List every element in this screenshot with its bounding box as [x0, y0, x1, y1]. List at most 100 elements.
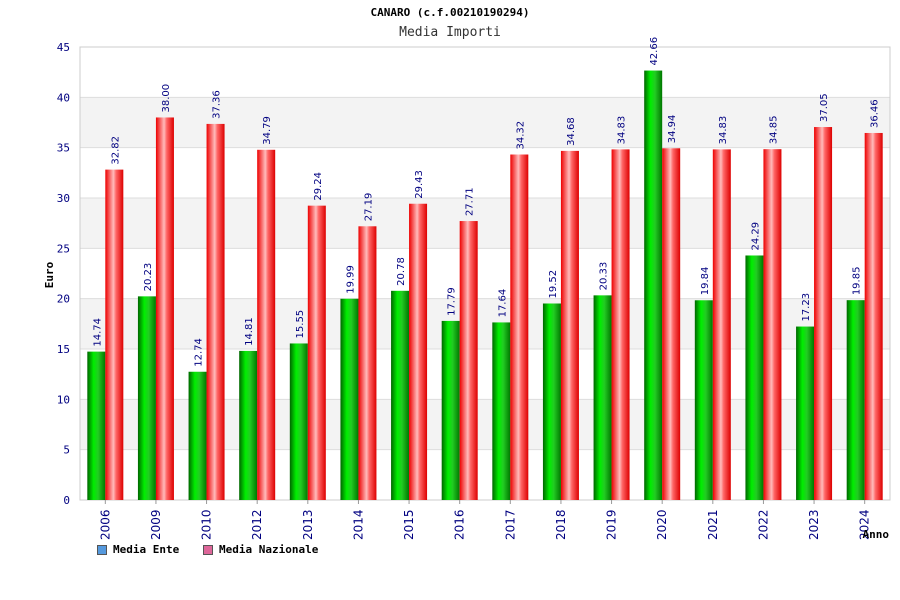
y-tick-label: 25 — [57, 242, 70, 255]
x-tick-label: 2022 — [756, 509, 770, 540]
y-tick-label: 40 — [57, 91, 70, 104]
data-label-media-nazionale: 37.36 — [212, 90, 223, 119]
bar-media-nazionale — [864, 132, 883, 500]
bar-media-ente — [796, 326, 815, 500]
bar-media-ente — [441, 320, 460, 500]
data-label-media-nazionale: 37.05 — [819, 93, 830, 122]
bar-media-nazionale — [257, 149, 276, 500]
bar-media-nazionale — [307, 205, 326, 500]
legend-item-media-nazionale: Media Nazionale — [203, 543, 318, 556]
data-label-media-nazionale: 27.71 — [465, 187, 476, 216]
data-label-media-nazionale: 34.83 — [718, 116, 729, 145]
bar-media-ente — [340, 298, 359, 500]
y-tick-label: 10 — [57, 393, 70, 406]
y-tick-label: 35 — [57, 142, 70, 155]
bar-media-nazionale — [560, 150, 579, 500]
data-label-media-ente: 15.55 — [295, 310, 306, 339]
y-tick-label: 0 — [63, 494, 70, 507]
x-tick-label: 2019 — [605, 509, 619, 540]
data-label-media-ente: 17.79 — [447, 287, 458, 316]
data-label-media-nazionale: 36.46 — [870, 99, 881, 128]
x-tick-label: 2023 — [807, 509, 821, 540]
data-label-media-ente: 20.33 — [599, 262, 610, 291]
x-axis-label: Anno — [863, 528, 890, 541]
bar-media-ente — [694, 300, 713, 500]
data-label-media-nazionale: 29.43 — [414, 170, 425, 199]
data-label-media-nazionale: 34.68 — [566, 117, 577, 146]
x-tick-label: 2010 — [200, 509, 214, 540]
x-tick-label: 2016 — [453, 509, 467, 540]
data-label-media-ente: 17.23 — [801, 293, 812, 322]
y-axis-label: Euro — [43, 261, 56, 288]
data-label-media-ente: 19.52 — [548, 270, 559, 299]
bar-media-nazionale — [763, 149, 782, 500]
data-label-media-ente: 14.74 — [92, 318, 103, 347]
bar-media-ente — [188, 371, 207, 500]
legend-item-media-ente: Media Ente — [97, 543, 179, 556]
bar-media-ente — [239, 350, 258, 500]
bar-media-ente — [644, 70, 663, 500]
data-label-media-nazionale: 34.79 — [262, 116, 273, 145]
x-tick-label: 2013 — [301, 509, 315, 540]
data-label-media-nazionale: 34.83 — [617, 116, 628, 145]
data-label-media-ente: 19.84 — [700, 267, 711, 296]
bar-media-ente — [846, 300, 865, 500]
bar-media-ente — [745, 255, 764, 500]
x-tick-label: 2006 — [98, 509, 112, 540]
bar-media-nazionale — [155, 117, 174, 500]
bar-media-nazionale — [712, 149, 731, 501]
data-label-media-nazionale: 38.00 — [161, 84, 172, 113]
data-label-media-ente: 12.74 — [194, 338, 205, 367]
bar-media-ente — [391, 290, 410, 500]
bar-media-nazionale — [611, 149, 630, 501]
legend-label-media-ente: Media Ente — [113, 543, 180, 556]
plot-frame — [79, 46, 891, 501]
y-tick-label: 30 — [57, 192, 70, 205]
data-label-media-ente: 19.99 — [345, 265, 356, 294]
bar-media-ente — [492, 322, 511, 500]
bar-media-ente — [593, 295, 612, 500]
x-tick-label: 2024 — [858, 509, 872, 540]
chart-title: CANARO (c.f.00210190294) — [370, 6, 530, 19]
bar-media-nazionale — [814, 127, 833, 500]
bar-media-ente — [289, 343, 308, 500]
data-label-media-ente: 20.23 — [143, 263, 154, 292]
x-tick-label: 2015 — [402, 509, 416, 540]
legend-swatch-media-ente — [97, 544, 107, 555]
x-tick-label: 2017 — [503, 509, 517, 540]
bar-media-nazionale — [662, 148, 681, 500]
y-tick-label: 45 — [57, 41, 70, 54]
y-tick-label: 15 — [57, 343, 70, 356]
bar-media-nazionale — [510, 154, 529, 500]
data-label-media-nazionale: 27.19 — [363, 193, 374, 222]
x-tick-label: 2018 — [554, 509, 568, 540]
data-label-media-ente: 42.66 — [649, 37, 660, 66]
data-label-media-nazionale: 29.24 — [313, 172, 324, 201]
data-label-media-ente: 20.78 — [396, 257, 407, 286]
data-label-media-ente: 17.64 — [497, 289, 508, 318]
legend-label-media-nazionale: Media Nazionale — [219, 543, 319, 556]
x-tick-label: 2009 — [149, 509, 163, 540]
bar-media-nazionale — [206, 123, 225, 500]
bar-media-nazionale — [105, 169, 124, 500]
data-label-media-nazionale: 34.94 — [667, 115, 678, 144]
data-label-media-nazionale: 34.32 — [515, 121, 526, 150]
data-label-media-ente: 24.29 — [750, 222, 761, 251]
data-label-media-nazionale: 32.82 — [110, 136, 121, 165]
data-label-media-ente: 19.85 — [852, 267, 863, 296]
bar-media-nazionale — [459, 221, 478, 500]
bar-media-ente — [87, 351, 106, 500]
bar-media-nazionale — [358, 226, 377, 500]
x-tick-label: 2014 — [351, 509, 365, 540]
x-tick-label: 2012 — [250, 509, 264, 540]
data-label-media-ente: 14.81 — [244, 317, 255, 346]
x-tick-label: 2020 — [655, 509, 669, 540]
chart-subtitle: Media Importi — [399, 25, 501, 40]
y-tick-label: 5 — [63, 444, 70, 457]
x-tick-label: 2021 — [706, 509, 720, 540]
grid-band — [80, 47, 890, 98]
bar-media-nazionale — [409, 203, 428, 500]
bar-media-ente — [542, 303, 561, 500]
legend-swatch-media-nazionale — [203, 544, 213, 555]
